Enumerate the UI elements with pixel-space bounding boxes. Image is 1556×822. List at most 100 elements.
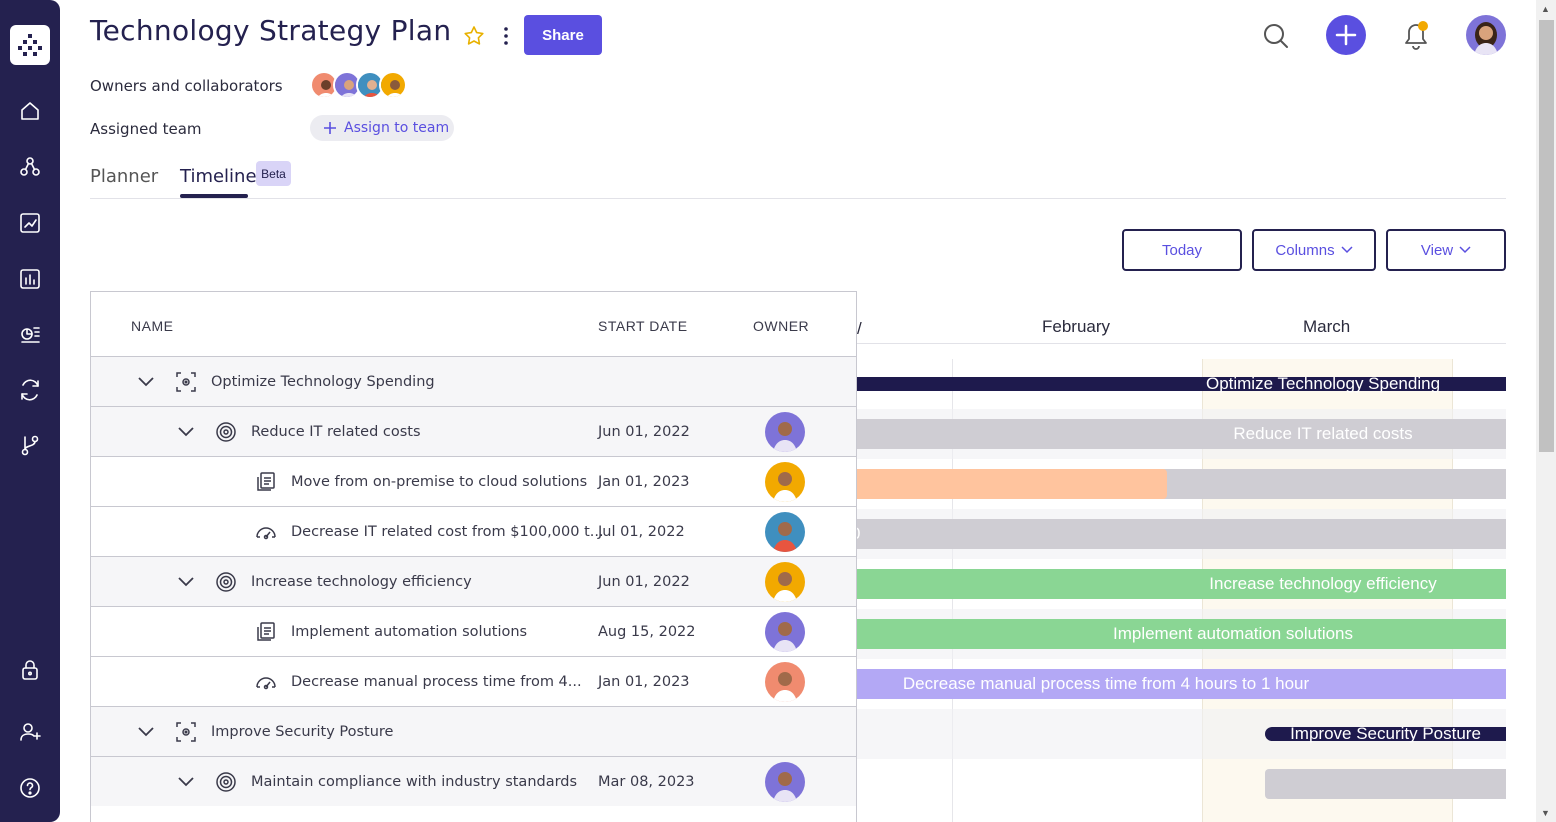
row-name[interactable]: Maintain compliance with industry standa… [251,774,578,790]
expand-chevron-icon[interactable] [136,722,156,742]
scrollbar-thumb[interactable] [1539,20,1554,452]
tab-timeline[interactable]: Timeline [180,166,257,187]
objective-icon [174,720,198,744]
tab-planner[interactable]: Planner [90,166,159,187]
chevron-down-icon [1459,246,1471,254]
timeline-chart: / February March Optimize Technology Spe… [857,291,1506,822]
owner-avatar[interactable] [765,762,805,802]
owner-avatar[interactable] [379,71,407,99]
add-user-icon[interactable] [18,720,42,744]
timeline-bar[interactable]: Reduce IT related costs [857,419,1506,449]
row-name[interactable]: Increase technology efficiency [251,574,472,590]
more-options-icon[interactable] [496,24,516,48]
table-row[interactable]: Implement automation solutions Aug 15, 20… [91,606,856,656]
timeline-bar-label: Optimize Technology Spending [1205,374,1441,393]
assigned-team-label: Assigned team [90,120,202,138]
objective-icon [174,370,198,394]
expand-chevron-icon[interactable] [136,372,156,392]
table-row[interactable]: Maintain compliance with industry standa… [91,756,856,806]
owner-avatar[interactable] [765,612,805,652]
row-name[interactable]: Improve Security Posture [211,724,394,740]
timeline-bar[interactable] [1265,769,1506,799]
timeline-bar-label: Increase technology efficiency [1209,574,1437,593]
key-result-target-icon [214,770,238,794]
owner-avatar[interactable] [356,71,384,99]
plus-icon [324,122,336,134]
row-name[interactable]: Move from on-premise to cloud solutions [291,474,588,490]
owners-label: Owners and collaborators [90,77,283,95]
table-row[interactable]: Decrease manual process time from 4... Ja… [91,656,856,706]
sync-icon[interactable] [18,378,42,402]
owner-avatar[interactable] [765,412,805,452]
table-row[interactable]: Reduce IT related costs Jun 01, 2022 [91,406,856,456]
row-start-date: Jan 01, 2023 [598,674,690,690]
share-button[interactable]: Share [524,15,602,55]
timeline-header-divider [857,343,1506,344]
timeline-bar-label: Improve Security Posture [1290,724,1481,743]
user-avatar[interactable] [1466,15,1506,55]
scroll-up-arrow-icon[interactable]: ▲ [1541,4,1550,14]
expand-chevron-icon[interactable] [176,422,196,442]
assign-to-team-button[interactable]: Assign to team [310,115,454,141]
columns-dropdown[interactable]: Columns [1252,229,1376,271]
owner-avatar[interactable] [765,512,805,552]
timeline-bar-label: Reduce IT related costs [1233,424,1413,443]
chart-trend-icon[interactable] [18,211,42,235]
row-start-date: Jan 01, 2023 [598,474,690,490]
column-header-start-date[interactable]: START DATE [598,318,688,334]
table-row[interactable]: Optimize Technology Spending [91,356,856,406]
row-name[interactable]: Reduce IT related costs [251,424,421,440]
hierarchy-icon[interactable] [18,155,42,179]
app-logo[interactable] [10,25,50,65]
timeline-bar-progress [857,469,1167,499]
plan-table: NAME START DATE OWNER Optimize Technolog… [90,291,857,822]
month-fragment: / [857,319,862,338]
home-icon[interactable] [18,99,42,123]
column-header-owner[interactable]: OWNER [753,318,810,334]
tabs-divider [90,198,1506,199]
search-icon[interactable] [1262,22,1290,50]
row-start-date: Aug 15, 2022 [598,624,696,640]
scroll-down-arrow-icon[interactable]: ▼ [1541,808,1550,818]
owner-avatar[interactable] [765,462,805,502]
row-name[interactable]: Optimize Technology Spending [211,374,435,390]
assign-to-team-label: Assign to team [344,120,450,136]
active-tab-indicator [180,194,248,198]
report-icon[interactable] [18,322,42,346]
bar-chart-icon[interactable] [18,267,42,291]
timeline-objective-bar[interactable]: Optimize Technology Spending [857,374,1506,393]
expand-chevron-icon[interactable] [176,572,196,592]
table-row[interactable]: Decrease IT related cost from $100,000 t… [91,506,856,556]
favorite-star-icon[interactable] [462,24,486,48]
table-row[interactable]: Improve Security Posture [91,706,856,756]
view-dropdown[interactable]: View [1386,229,1506,271]
owner-avatar[interactable] [765,662,805,702]
row-name[interactable]: Decrease IT related cost from $100,000 t… [291,524,604,540]
page-title: Technology Strategy Plan [90,14,452,47]
timeline-bar[interactable]: Decrease manual process time from 4 hour… [857,669,1506,699]
expand-chevron-icon[interactable] [176,772,196,792]
timeline-bar-label: Implement automation solutions [1112,624,1354,643]
owner-avatar[interactable] [310,71,338,99]
add-icon[interactable] [1326,15,1366,55]
row-start-date: Jun 01, 2022 [598,424,690,440]
timeline-bar[interactable]: 0 [857,519,1506,549]
table-row[interactable]: Move from on-premise to cloud solutions J… [91,456,856,506]
row-name[interactable]: Implement automation solutions [291,624,528,640]
today-button[interactable]: Today [1122,229,1242,271]
column-header-name[interactable]: NAME [131,318,174,334]
lock-icon[interactable] [18,658,42,682]
notifications-bell-icon[interactable] [1400,18,1432,52]
table-row[interactable]: Increase technology efficiency Jun 01, 20… [91,556,856,606]
row-name[interactable]: Decrease manual process time from 4... [291,674,582,690]
timeline-bar[interactable]: Increase technology efficiency [857,569,1506,599]
timeline-bar[interactable]: Implement automation solutions [857,619,1506,649]
row-start-date: Mar 08, 2023 [598,774,695,790]
timeline-bar[interactable] [857,469,1506,499]
today-label: Today [1161,241,1203,259]
help-icon[interactable] [18,776,42,800]
timeline-objective-bar[interactable]: Improve Security Posture [1265,724,1506,743]
beta-badge: Beta [256,161,291,186]
owner-avatar[interactable] [765,562,805,602]
branch-icon[interactable] [18,433,42,457]
